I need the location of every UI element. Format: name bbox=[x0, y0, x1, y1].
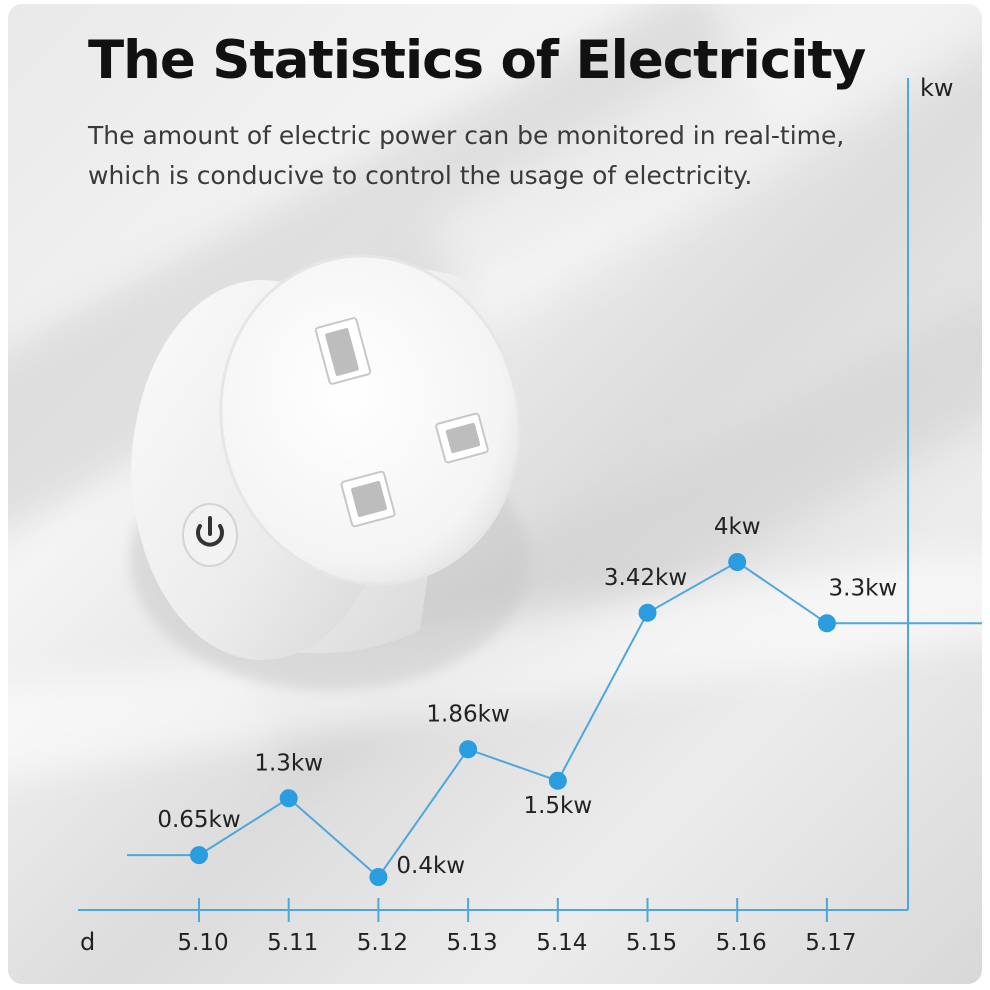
plug-face bbox=[219, 254, 521, 586]
data-label: 4kw bbox=[714, 514, 761, 540]
x-tick-label: 5.10 bbox=[177, 930, 228, 956]
data-point bbox=[548, 771, 567, 790]
data-point bbox=[817, 614, 836, 633]
data-label: 0.4kw bbox=[396, 853, 465, 879]
x-tick-label: 5.15 bbox=[626, 930, 677, 956]
data-point bbox=[728, 553, 747, 571]
x-tick-label: 5.11 bbox=[267, 930, 318, 956]
data-label: 1.5kw bbox=[523, 793, 592, 819]
data-point bbox=[459, 740, 478, 759]
data-label: 3.3kw bbox=[829, 575, 898, 601]
socket-holes bbox=[314, 317, 489, 528]
page-subtitle: The amount of electric power can be moni… bbox=[88, 116, 888, 196]
data-label: 1.86kw bbox=[426, 701, 509, 727]
data-label: 3.42kw bbox=[604, 565, 687, 591]
x-tick-label: 5.14 bbox=[536, 930, 587, 956]
data-point bbox=[279, 789, 298, 808]
series-line bbox=[127, 560, 982, 879]
data-point bbox=[190, 846, 208, 865]
data-label: 1.3kw bbox=[254, 750, 323, 776]
x-tick-label: 5.13 bbox=[446, 930, 497, 956]
power-icon bbox=[182, 503, 238, 567]
x-tick-label: 5.12 bbox=[357, 930, 408, 956]
subtitle-line: The amount of electric power can be moni… bbox=[88, 121, 845, 150]
x-tick-label: 5.16 bbox=[716, 930, 767, 956]
y-axis-label: kw bbox=[920, 74, 954, 102]
page-title: The Statistics of Electricity bbox=[88, 30, 866, 91]
data-point bbox=[638, 603, 657, 622]
subtitle-line: which is conducive to control the usage … bbox=[88, 161, 753, 190]
data-label: 0.65kw bbox=[157, 807, 240, 833]
x-axis-label: d bbox=[80, 928, 95, 956]
x-tick-label: 5.17 bbox=[805, 930, 856, 956]
data-point bbox=[369, 868, 388, 886]
